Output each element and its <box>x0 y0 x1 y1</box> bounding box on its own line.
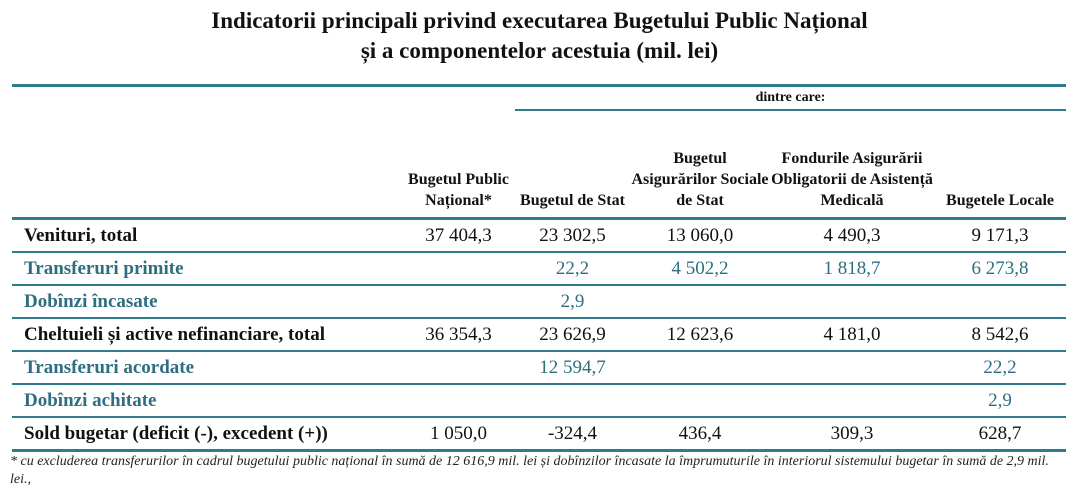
title-line-1: Indicatorii principali privind executare… <box>211 8 868 33</box>
cell-value: 4 502,2 <box>630 252 770 286</box>
col-header-bass: Bugetul Asigurărilor Sociale de Stat <box>630 110 770 220</box>
cell-value: 12 594,7 <box>515 351 630 385</box>
cell-value <box>402 384 515 418</box>
cell-value <box>770 285 934 319</box>
cell-value <box>515 384 630 418</box>
cell-value: 6 273,8 <box>934 252 1067 286</box>
table-row: Sold bugetar (deficit (-), excedent (+))… <box>12 417 1067 452</box>
cell-value <box>630 285 770 319</box>
table-row: Transferuri acordate 12 594,7 22,2 <box>12 351 1067 385</box>
cell-value: 37 404,3 <box>402 218 515 253</box>
header-blank-cell <box>12 84 402 110</box>
row-label: Transferuri acordate <box>12 351 402 385</box>
table-row: Venituri, total 37 404,3 23 302,5 13 060… <box>12 218 1067 253</box>
col-header-bs: Bugetul de Stat <box>515 110 630 220</box>
cell-value <box>630 384 770 418</box>
cell-value <box>934 285 1067 319</box>
header-group-label: dintre care: <box>515 84 1067 111</box>
row-label: Dobînzi achitate <box>12 384 402 418</box>
cell-value: -324,4 <box>515 417 630 452</box>
cell-value: 8 542,6 <box>934 318 1067 352</box>
cell-value <box>770 384 934 418</box>
cell-value: 4 490,3 <box>770 218 934 253</box>
table-row: Dobînzi achitate 2,9 <box>12 384 1067 418</box>
cell-value: 1 818,7 <box>770 252 934 286</box>
cell-value: 309,3 <box>770 417 934 452</box>
header-row-label-cell <box>12 110 402 220</box>
cell-value: 9 171,3 <box>934 218 1067 253</box>
cell-value: 12 623,6 <box>630 318 770 352</box>
title-line-2: și a componentelor acestuia (mil. lei) <box>360 38 719 63</box>
row-label: Transferuri primite <box>12 252 402 286</box>
table-row: Dobînzi încasate 2,9 <box>12 285 1067 319</box>
cell-value: 1 050,0 <box>402 417 515 452</box>
cell-value: 22,2 <box>934 351 1067 385</box>
row-label: Dobînzi încasate <box>12 285 402 319</box>
cell-value <box>402 252 515 286</box>
cell-value <box>402 351 515 385</box>
cell-value: 2,9 <box>515 285 630 319</box>
cell-value: 22,2 <box>515 252 630 286</box>
cell-value: 436,4 <box>630 417 770 452</box>
row-label: Venituri, total <box>12 218 402 253</box>
header-blank-cell <box>402 84 515 110</box>
col-header-bl: Bugetele Locale <box>934 110 1067 220</box>
cell-value: 23 626,9 <box>515 318 630 352</box>
cell-value: 23 302,5 <box>515 218 630 253</box>
footnote: * cu excluderea transferurilor în cadrul… <box>10 454 1049 487</box>
table-title: Indicatorii principali privind executare… <box>0 6 1079 66</box>
cell-value <box>402 285 515 319</box>
row-label: Cheltuieli și active nefinanciare, total <box>12 318 402 352</box>
col-header-bpn: Bugetul Public Național* <box>402 110 515 220</box>
cell-value: 2,9 <box>934 384 1067 418</box>
cell-value <box>630 351 770 385</box>
cell-value: 628,7 <box>934 417 1067 452</box>
cell-value <box>770 351 934 385</box>
col-header-foaam: Fondurile Asigurării Obligatorii de Asis… <box>770 110 934 220</box>
table-row: Cheltuieli și active nefinanciare, total… <box>12 318 1067 352</box>
cell-value: 13 060,0 <box>630 218 770 253</box>
budget-table: dintre care: Bugetul Public Național* Bu… <box>12 84 1067 452</box>
cell-value: 4 181,0 <box>770 318 934 352</box>
table-row: Transferuri primite 22,2 4 502,2 1 818,7… <box>12 252 1067 286</box>
row-label: Sold bugetar (deficit (-), excedent (+)) <box>12 417 402 452</box>
cell-value: 36 354,3 <box>402 318 515 352</box>
